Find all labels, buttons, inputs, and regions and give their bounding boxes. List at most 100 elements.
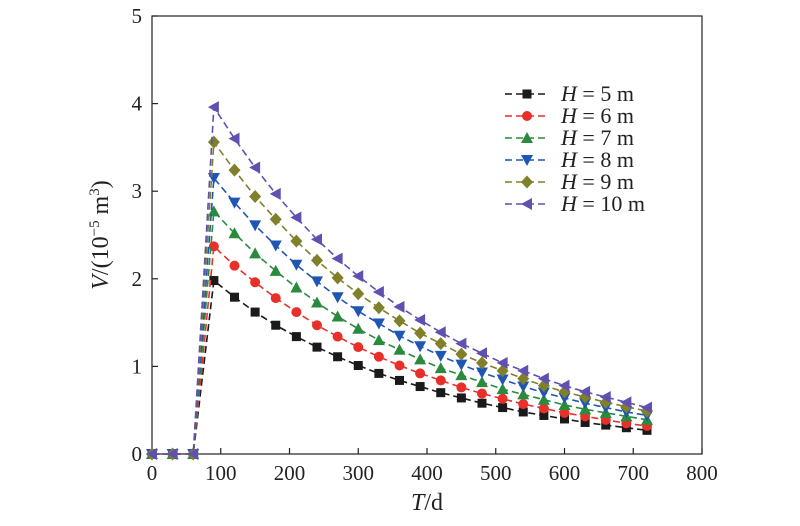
y-axis-exp: −5: [87, 220, 103, 236]
series-4-point-10: [352, 287, 365, 301]
series-2-point-12: [393, 343, 406, 355]
legend-marker-2: [521, 132, 533, 143]
series-0-point-6: [271, 320, 281, 330]
legend-label-0: H = 5 m: [560, 81, 634, 106]
series-3-point-21: [579, 398, 592, 410]
series-4-point-5: [249, 189, 262, 203]
y-axis-var: V: [88, 273, 114, 290]
series-0-point-11: [374, 368, 384, 378]
x-tick-label-2: 200: [274, 461, 306, 485]
series-4-point-8: [311, 253, 323, 267]
series-5: [146, 101, 652, 460]
series-2-point-18: [517, 388, 530, 400]
x-axis-unit: /d: [424, 490, 443, 516]
series-3-point-11: [372, 318, 385, 330]
series-4-point-15: [455, 347, 468, 361]
series-1-point-11: [373, 351, 384, 362]
x-axis-var: T: [411, 490, 426, 516]
series-3-point-5: [249, 220, 262, 232]
series-2-point-6: [269, 264, 282, 276]
legend-name-1: 6 m: [600, 103, 634, 128]
series-5-point-5: [249, 161, 261, 174]
series-3-point-15: [455, 359, 468, 371]
legend-label-3: H = 8 m: [560, 147, 634, 172]
series-3-point-9: [331, 292, 344, 304]
series-1-point-7: [291, 307, 302, 318]
legend-label-5: H = 10 m: [560, 191, 645, 216]
series-1-point-8: [312, 320, 322, 331]
legend-name-2: 7 m: [600, 125, 634, 150]
y-axis-unit-mid: m: [88, 195, 114, 220]
legend-name-3: 8 m: [600, 147, 634, 172]
legend-eq-3: =: [577, 147, 600, 172]
series-2-point-9: [331, 310, 344, 322]
legend-marker-1: [522, 111, 532, 121]
series-0-point-21: [580, 417, 590, 427]
legend-var-2: H: [560, 125, 578, 150]
legend-item-2: H = 7 m: [505, 125, 634, 150]
y-axis-title: V/(10−5 m3): [87, 180, 114, 289]
series-1-point-16: [477, 388, 487, 399]
legend-var-3: H: [560, 147, 578, 172]
series-5-point-2: [187, 448, 199, 460]
series-5-point-10: [352, 270, 364, 283]
series-4-point-3: [207, 135, 220, 149]
legend-eq-5: =: [577, 191, 600, 216]
series-0-point-20: [560, 414, 569, 424]
y-tick-label-5: 5: [132, 4, 143, 28]
y-tick-label-2: 2: [132, 267, 143, 291]
series-3-point-6: [269, 240, 282, 252]
series-2-point-19: [537, 393, 550, 405]
series-layer: [146, 101, 653, 461]
legend-label-1: H = 6 m: [560, 103, 634, 128]
y-tick-label-1: 1: [132, 354, 143, 378]
series-0-point-19: [539, 410, 549, 420]
series-0: [147, 276, 652, 459]
series-2-point-3: [207, 205, 220, 217]
series-3-point-20: [558, 392, 571, 404]
series-3-point-14: [434, 350, 447, 362]
series-5-point-24: [641, 401, 652, 414]
series-2-point-10: [352, 322, 365, 334]
x-tick-label-7: 700: [618, 461, 650, 485]
series-0-point-8: [312, 342, 322, 352]
series-3-point-16: [476, 367, 488, 379]
x-tick-label-6: 600: [549, 461, 581, 485]
series-1-point-12: [394, 360, 405, 371]
series-3-point-17: [496, 374, 509, 386]
series-2-point-7: [290, 281, 303, 293]
series-2-point-20: [558, 398, 571, 410]
series-0-point-7: [291, 332, 301, 342]
series-0-point-16: [477, 398, 487, 408]
y-tick-label-4: 4: [132, 92, 143, 116]
series-1-point-14: [435, 375, 446, 386]
series-5-point-12: [393, 300, 405, 313]
y-tick-label-0: 0: [132, 442, 143, 466]
series-0-point-14: [436, 388, 446, 398]
series-0-point-17: [498, 403, 508, 413]
y-tick-label-3: 3: [132, 179, 143, 203]
series-2-point-8: [311, 296, 323, 308]
legend-var-5: H: [560, 191, 578, 216]
series-5-point-22: [599, 391, 611, 404]
series-1-point-18: [518, 399, 529, 410]
legend-name-0: 5 m: [600, 81, 634, 106]
series-0-point-15: [456, 393, 466, 403]
series-2-point-13: [414, 353, 427, 365]
series-4-point-14: [434, 337, 447, 351]
series-5-point-6: [269, 187, 281, 200]
y-axis-unit-post: ): [88, 180, 114, 188]
series-0-point-3: [209, 276, 219, 286]
legend-eq-0: =: [577, 81, 600, 106]
series-1-point-15: [456, 382, 467, 393]
series-0-point-18: [518, 407, 528, 417]
legend-var-1: H: [560, 103, 578, 128]
x-axis-title: T/d: [411, 490, 443, 516]
series-5-point-0: [146, 448, 157, 460]
series-0-point-9: [333, 352, 343, 362]
series-1-point-13: [415, 368, 426, 379]
series-5-point-14: [434, 326, 446, 339]
series-4-point-13: [414, 326, 427, 340]
y-axis-exp2: 3: [87, 188, 103, 196]
